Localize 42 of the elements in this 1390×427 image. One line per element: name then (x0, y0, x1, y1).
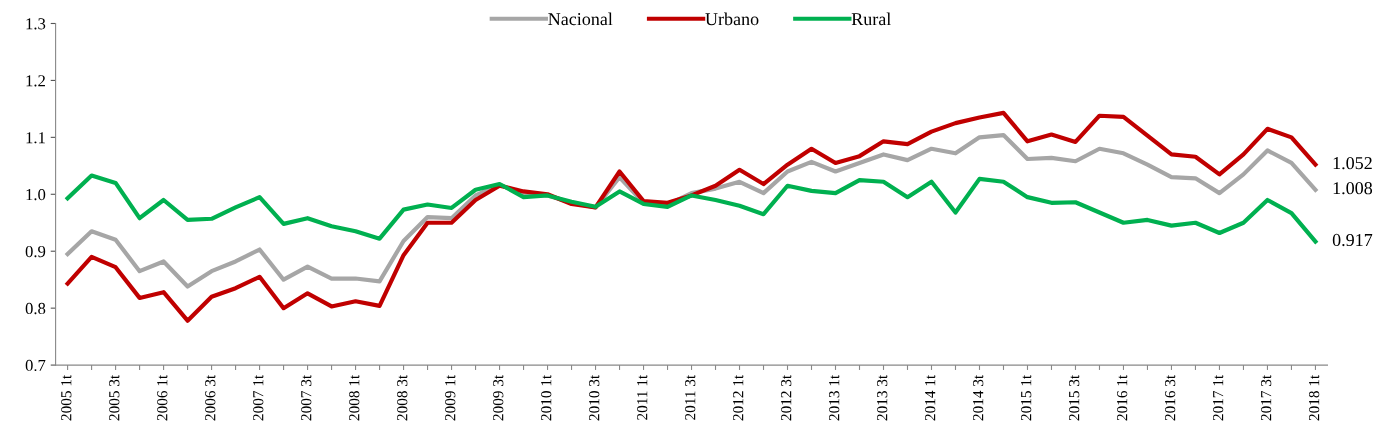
line-series (65, 173, 1318, 244)
x-tick-label: 2009 1t (445, 374, 456, 421)
x-tick-label: 2011 1t (637, 374, 648, 420)
x-tick-label: 2013 1t (829, 374, 840, 421)
annotation: 0.917 (1332, 233, 1373, 247)
y-tick-label: 0.8 (25, 302, 46, 315)
x-tick-label: 2017 1t (1212, 374, 1224, 421)
x-tick-label: 2007 1t (253, 374, 264, 421)
y-tick-label: 1.0 (26, 188, 46, 201)
x-tick-label: 2010 3t (589, 374, 600, 421)
x-tick-label: 2005 1t (61, 374, 72, 421)
x-tick-label: 2005 3t (109, 374, 120, 421)
x-tick-label: 2017 3t (1260, 374, 1272, 421)
x-tick-label: 2006 3t (205, 374, 216, 421)
x-tick-label: 2014 3t (973, 374, 984, 421)
x-tick-label: 2015 1t (1021, 374, 1032, 421)
x-tick-label: 2014 1t (925, 374, 936, 421)
line-series (65, 110, 1318, 323)
y-tick-label: 1.1 (26, 132, 45, 144)
x-tick-label: 2009 3t (493, 374, 504, 421)
x-tick-label: 2015 3t (1068, 374, 1080, 421)
x-tick-label: 2012 1t (733, 374, 744, 421)
legend-label: Urbano (705, 12, 759, 26)
x-tick-label: 2013 3t (877, 374, 888, 421)
x-tick-label: 2016 1t (1116, 374, 1128, 421)
y-tick-label: 1.2 (26, 75, 45, 87)
x-tick-label: 2007 3t (301, 374, 312, 421)
x-tick-label: 2006 1t (157, 374, 168, 421)
x-tick-label: 2018 1t (1308, 374, 1320, 421)
y-tick-label: 0.7 (25, 359, 46, 372)
x-tick-label: 2008 1t (349, 374, 360, 421)
y-tick-label: 0.9 (25, 245, 46, 258)
y-tick-label: 1.3 (26, 18, 46, 30)
x-tick-label: 2016 3t (1164, 374, 1176, 421)
annotation: 1.052 (1333, 157, 1372, 170)
annotation: 1.008 (1333, 182, 1373, 195)
x-tick-label: 2012 3t (781, 374, 792, 421)
x-tick-label: 2010 1t (541, 374, 552, 421)
legend-label: Nacional (548, 12, 613, 26)
x-tick-label: 2011 3t (685, 374, 696, 420)
x-tick-label: 2008 3t (397, 374, 408, 421)
legend-label: Rural (851, 12, 891, 26)
